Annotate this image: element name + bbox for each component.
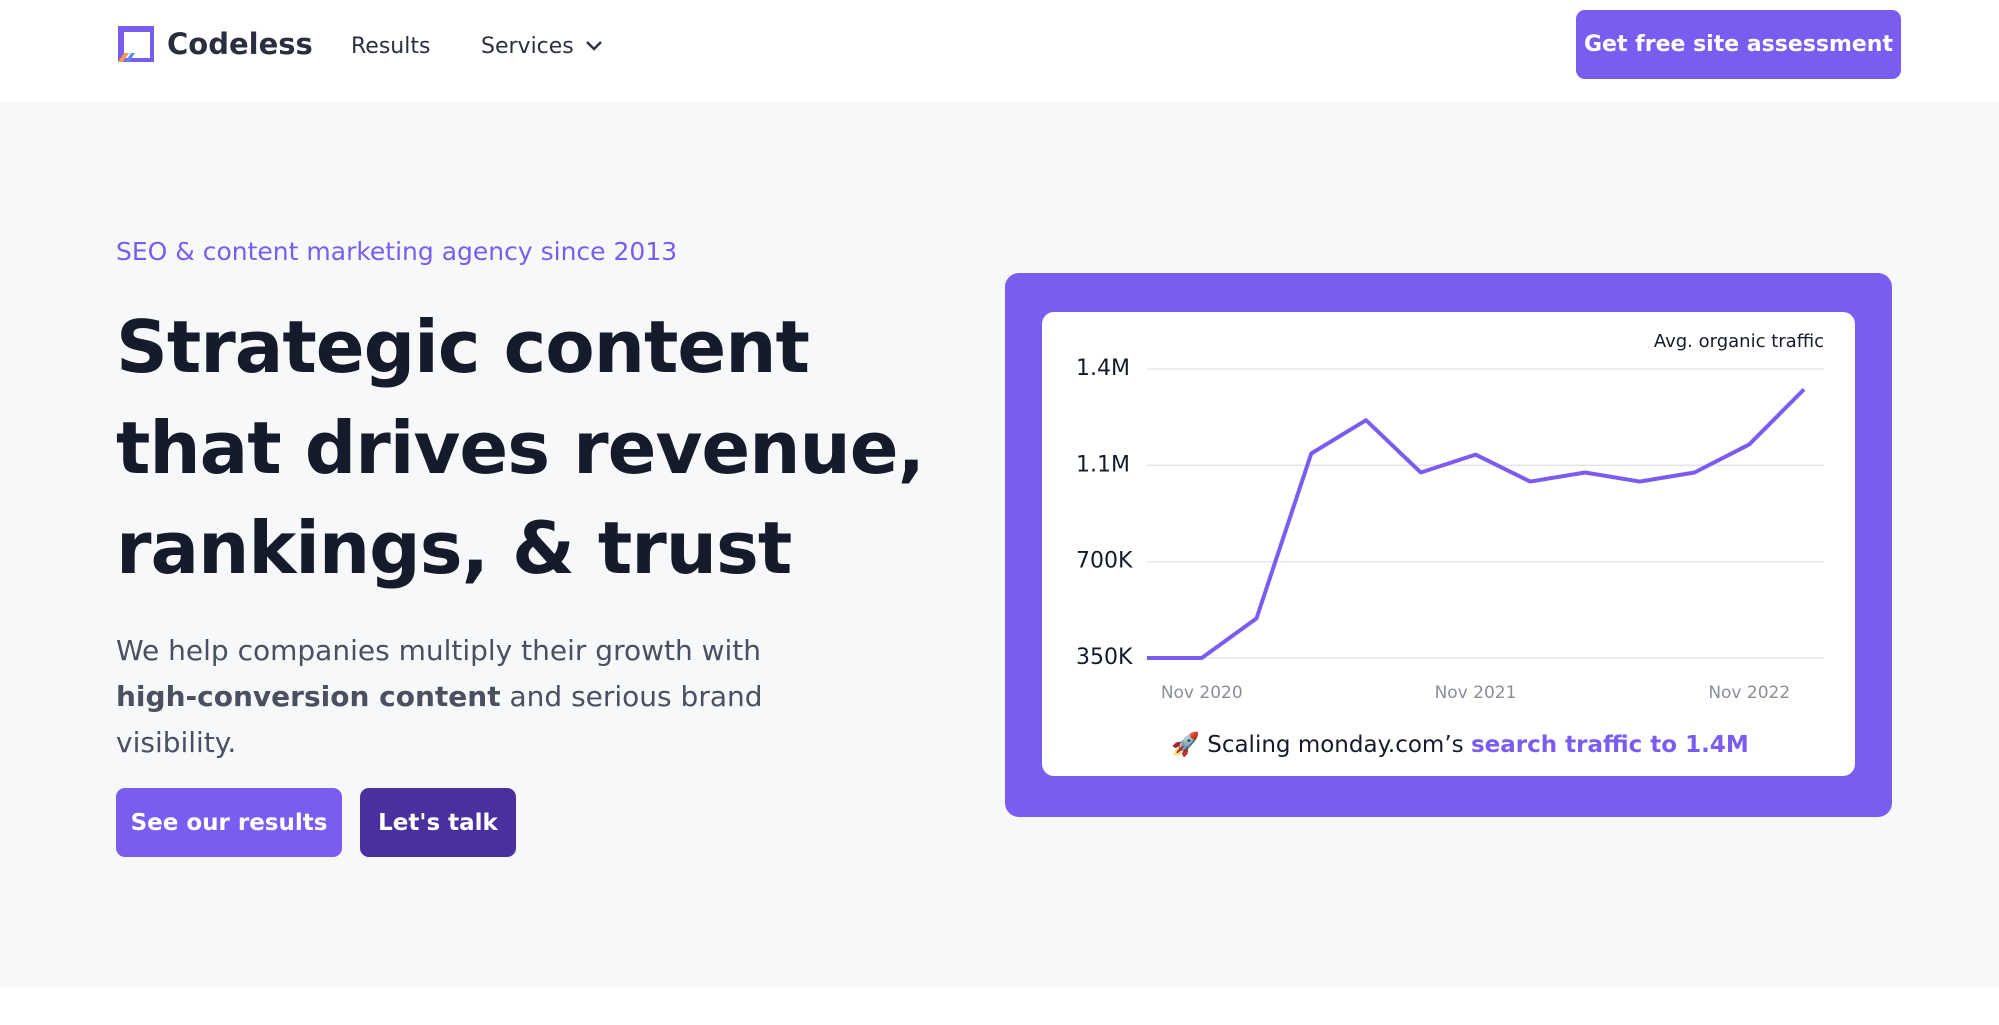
navbar: Codeless Results Services Get free site …: [0, 0, 1999, 103]
lead-bold: high-conversion content: [116, 680, 501, 713]
y-tick-label: 1.4M: [1076, 356, 1130, 381]
secondary-button[interactable]: Let's talk: [360, 788, 516, 857]
y-tick-label: 1.1M: [1076, 452, 1130, 477]
caption-text: 🚀 Scaling monday.com’s: [1171, 731, 1471, 758]
primary-button[interactable]: See our results: [116, 788, 342, 857]
lead-text: and serious brand visibility.: [116, 680, 763, 759]
x-tick-label: Nov 2022: [1708, 683, 1790, 703]
chart: Avg. organic traffic 🚀 Scaling monday.co…: [1076, 331, 1824, 758]
x-tick-label: Nov 2021: [1435, 683, 1517, 703]
cta-button[interactable]: Get free site assessment: [1576, 10, 1901, 79]
headline: rankings, & trust: [116, 506, 792, 590]
series-line: [1147, 387, 1806, 660]
headline: that drives revenue,: [116, 406, 925, 490]
y-tick-label: 700K: [1076, 549, 1133, 574]
brand[interactable]: Codeless: [167, 27, 313, 61]
nav-link[interactable]: Results: [351, 34, 431, 59]
chart-panel: Avg. organic traffic 🚀 Scaling monday.co…: [1042, 312, 1855, 776]
lead-text: We help companies multiply their growth …: [116, 634, 762, 667]
lead: We help companies multiply their growth …: [116, 628, 836, 766]
nav-link[interactable]: Services: [481, 34, 574, 59]
y-tick-label: 350K: [1076, 645, 1133, 670]
caption-highlight: search traffic to 1.4M: [1471, 732, 1749, 758]
logo-icon: [118, 26, 154, 62]
legend-label: Avg. organic traffic: [1654, 331, 1824, 352]
chevron: [586, 41, 602, 51]
x-tick-label: Nov 2020: [1161, 683, 1243, 703]
eyebrow: SEO & content marketing agency since 201…: [116, 237, 678, 266]
caption: 🚀 Scaling monday.com’s search traffic to…: [1171, 731, 1748, 758]
headline: Strategic content: [116, 305, 810, 389]
